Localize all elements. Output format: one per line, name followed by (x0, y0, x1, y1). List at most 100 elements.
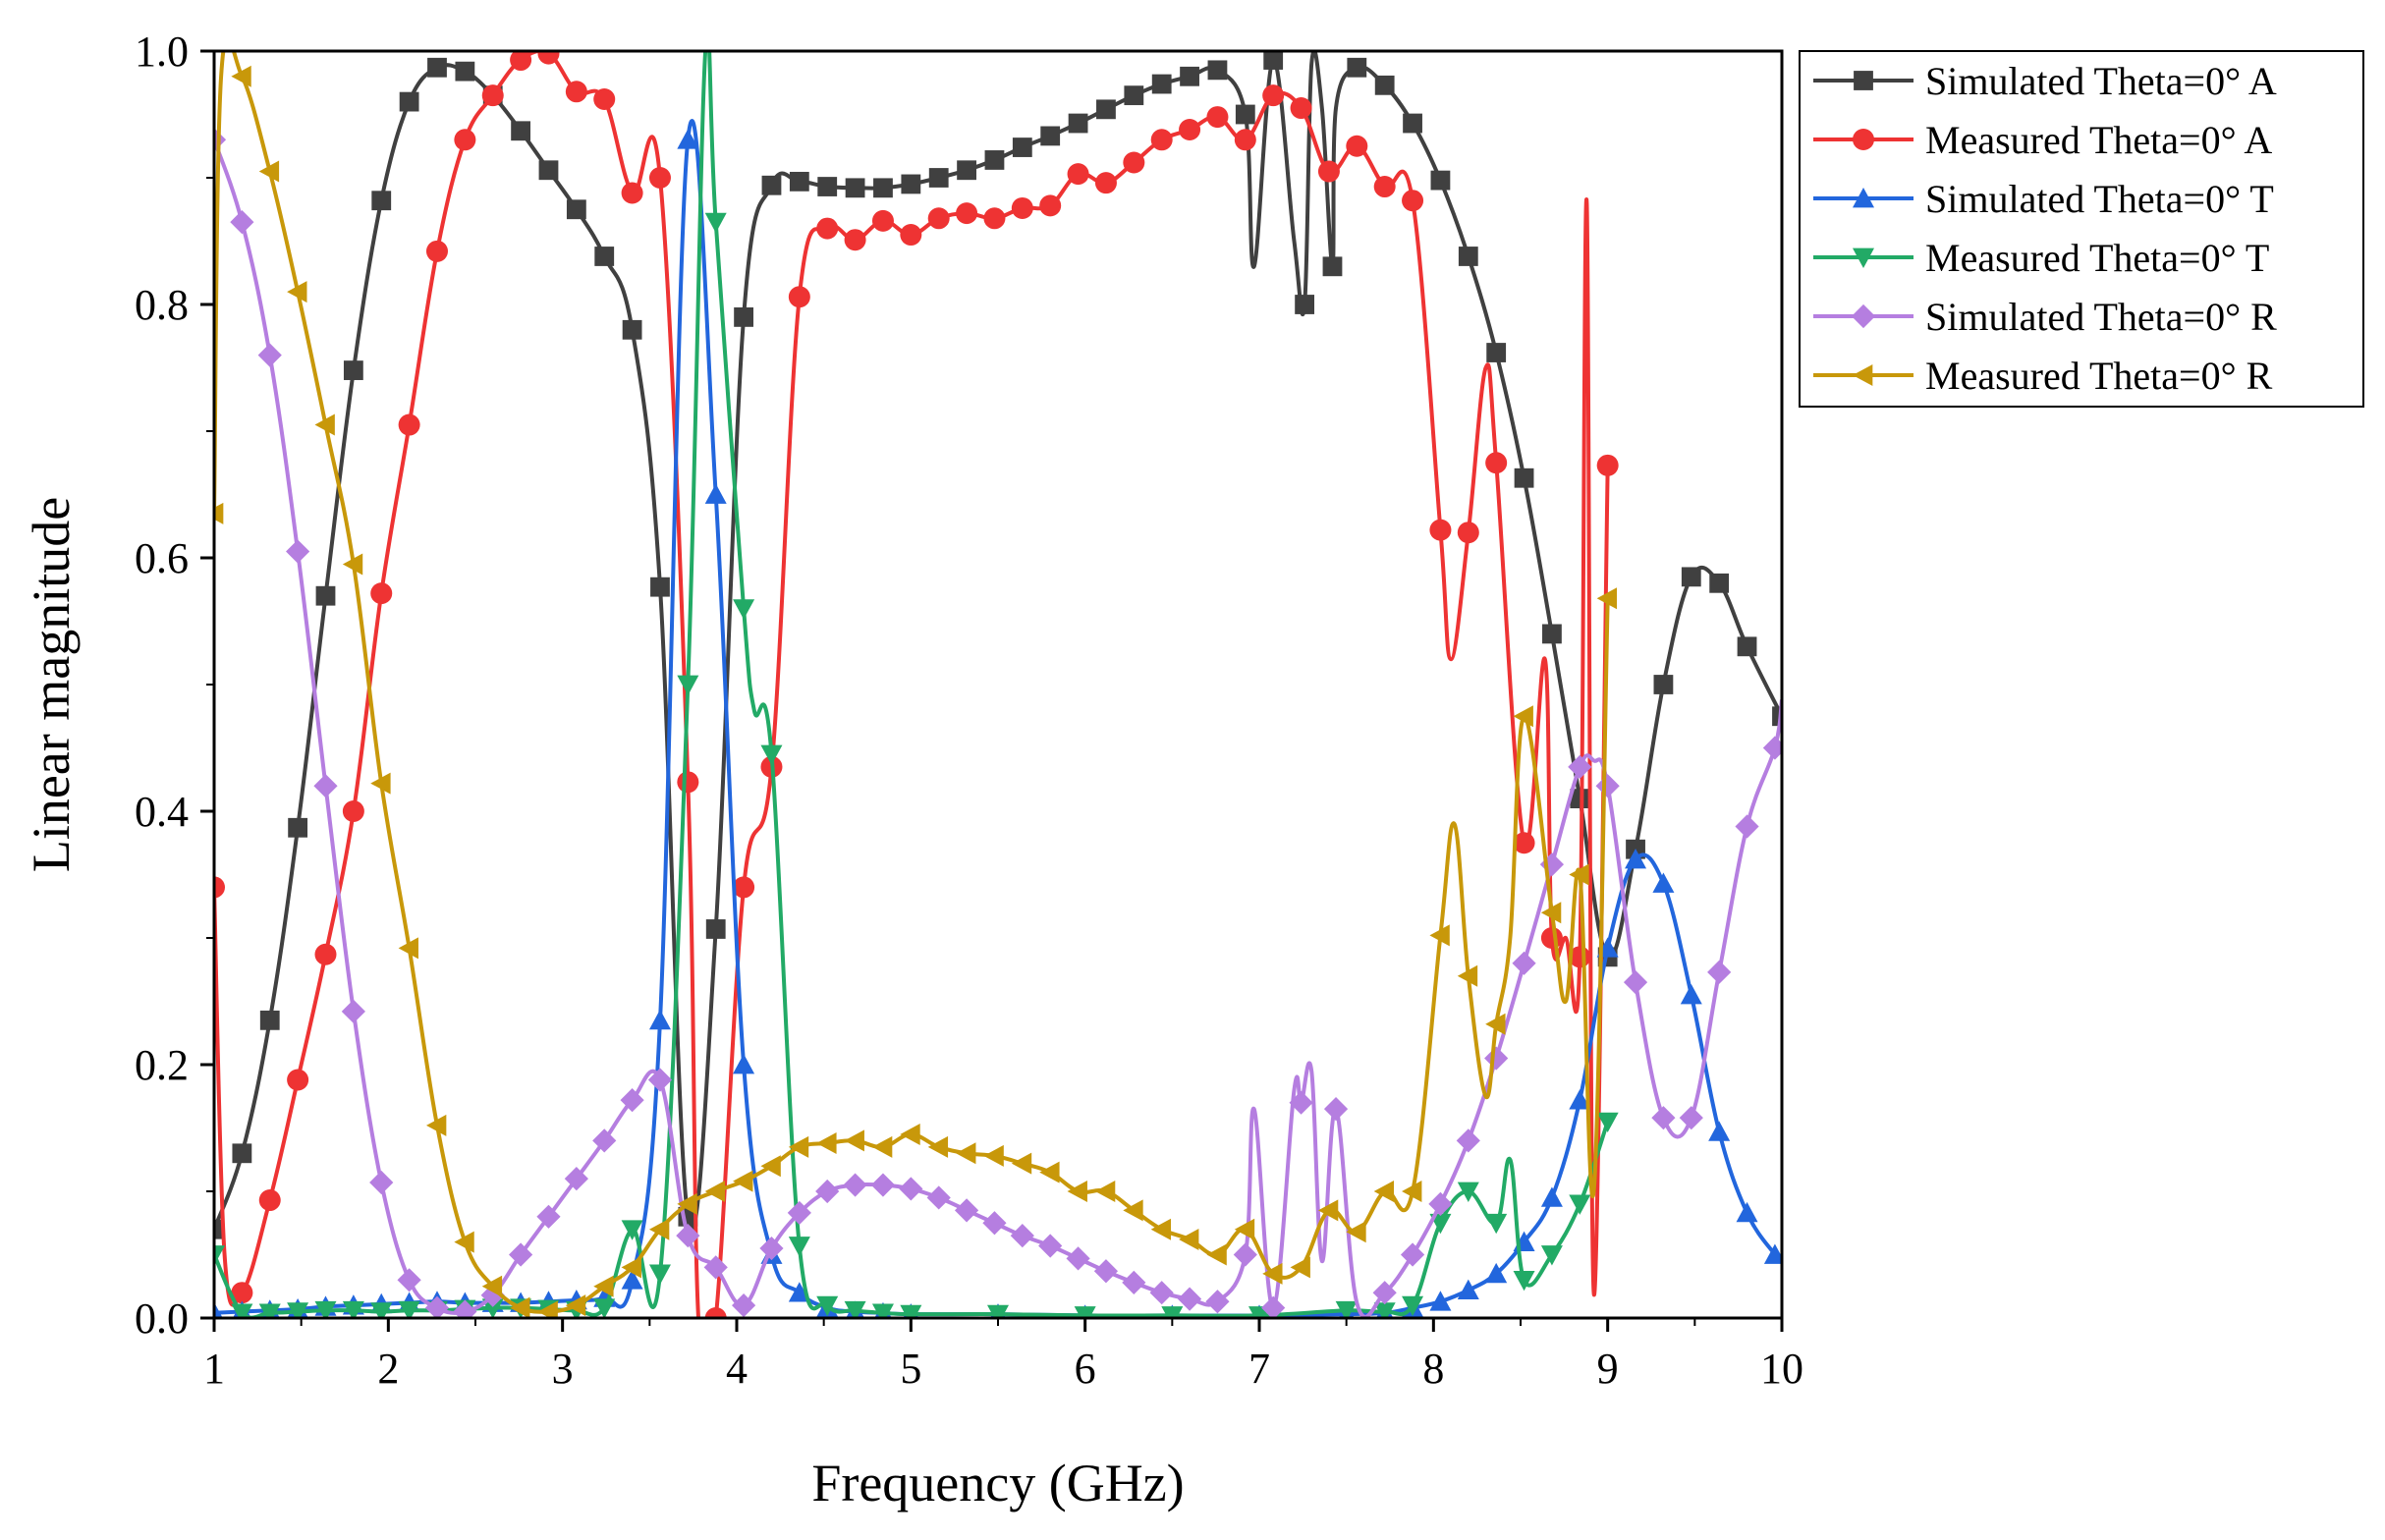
data-point (1457, 522, 1479, 544)
data-point (1456, 1128, 1480, 1153)
data-point (1429, 519, 1452, 541)
data-point (956, 1142, 976, 1165)
y-tick-label: 0.4 (135, 788, 189, 836)
data-point (1161, 1306, 1184, 1318)
data-point (1346, 135, 1368, 157)
data-point (1486, 343, 1507, 362)
data-point (536, 1204, 561, 1229)
data-point (594, 247, 615, 266)
data-point (1346, 1221, 1366, 1243)
data-point (564, 1167, 588, 1191)
data-point (214, 502, 224, 524)
data-point (1403, 113, 1422, 134)
data-point (928, 168, 949, 188)
data-point (593, 1275, 614, 1297)
data-point (454, 129, 476, 151)
data-point (1262, 84, 1285, 107)
data-point (1457, 1279, 1479, 1299)
data-point (593, 88, 616, 111)
legend-marker (1853, 188, 1874, 208)
legend-marker (1854, 71, 1873, 90)
legend: Simulated Theta=0° A Measured Theta=0° A S… (1799, 50, 2364, 408)
data-point (1123, 151, 1145, 174)
data-point (704, 1307, 727, 1318)
data-point (1010, 1224, 1034, 1248)
data-point (620, 1088, 644, 1113)
data-point (288, 817, 308, 838)
data-point (900, 224, 922, 247)
x-tick-label: 8 (1422, 1345, 1444, 1393)
data-point (760, 744, 783, 765)
data-point (789, 171, 809, 192)
data-point (427, 57, 447, 78)
data-point (650, 577, 670, 597)
data-point (648, 1218, 670, 1240)
series-measured-theta-0-r (214, 51, 1618, 1318)
data-point (1570, 789, 1590, 808)
data-point (230, 210, 254, 235)
data-point (1263, 51, 1284, 70)
data-point (734, 307, 753, 327)
data-point (1653, 675, 1674, 694)
data-point (1011, 1152, 1032, 1175)
data-point (1262, 1262, 1283, 1285)
data-point (481, 84, 504, 107)
legend-label: Measured Theta=0° T (1925, 236, 2269, 280)
data-point (927, 1135, 949, 1158)
y-tick-label: 0.2 (135, 1041, 189, 1089)
data-point (870, 1173, 896, 1197)
series-line (214, 51, 1610, 1318)
data-point (871, 1303, 894, 1318)
data-point (703, 1255, 728, 1280)
data-point (873, 178, 893, 198)
data-point (1400, 1242, 1425, 1267)
data-point (1335, 1300, 1358, 1318)
data-point (1261, 1295, 1286, 1318)
data-point (287, 281, 307, 303)
data-point (257, 343, 282, 367)
x-tick-label: 10 (1760, 1345, 1803, 1393)
data-point (537, 1300, 558, 1318)
data-point (1151, 74, 1172, 94)
data-point (397, 1268, 421, 1292)
data-point (621, 1256, 641, 1279)
data-point (1735, 814, 1759, 839)
data-point (287, 1302, 309, 1318)
data-point (369, 1170, 394, 1195)
data-point (1513, 1270, 1535, 1292)
data-point (677, 771, 699, 794)
data-point (1484, 1046, 1509, 1071)
data-point (1737, 636, 1757, 657)
data-point (1039, 194, 1062, 217)
data-point (1373, 1302, 1396, 1318)
legend-label: Simulated Theta=0° T (1925, 177, 2274, 221)
data-point (481, 1275, 503, 1297)
data-point (1038, 1234, 1063, 1258)
data-point (315, 585, 336, 606)
data-point (1011, 196, 1033, 219)
data-point (677, 1192, 697, 1215)
data-point (1512, 951, 1536, 975)
data-point (453, 1299, 477, 1318)
data-point (844, 229, 866, 251)
data-point (1540, 1245, 1563, 1266)
data-point (1206, 1243, 1227, 1266)
data-point (621, 1269, 643, 1290)
data-point (984, 150, 1005, 170)
data-point (899, 1177, 923, 1201)
data-point (983, 207, 1006, 230)
data-point (341, 999, 365, 1023)
series-simulated-theta-0-r (214, 128, 1782, 1318)
data-point (1012, 138, 1032, 157)
data-point (621, 1220, 643, 1240)
data-point (370, 772, 391, 795)
data-point (844, 1300, 866, 1318)
data-point (761, 175, 782, 195)
data-point (1513, 705, 1533, 728)
x-tick-label: 5 (900, 1345, 921, 1393)
data-point (788, 1237, 810, 1257)
data-point (1708, 1121, 1731, 1141)
y-tick-label: 0.0 (135, 1294, 189, 1343)
data-point (511, 121, 531, 141)
